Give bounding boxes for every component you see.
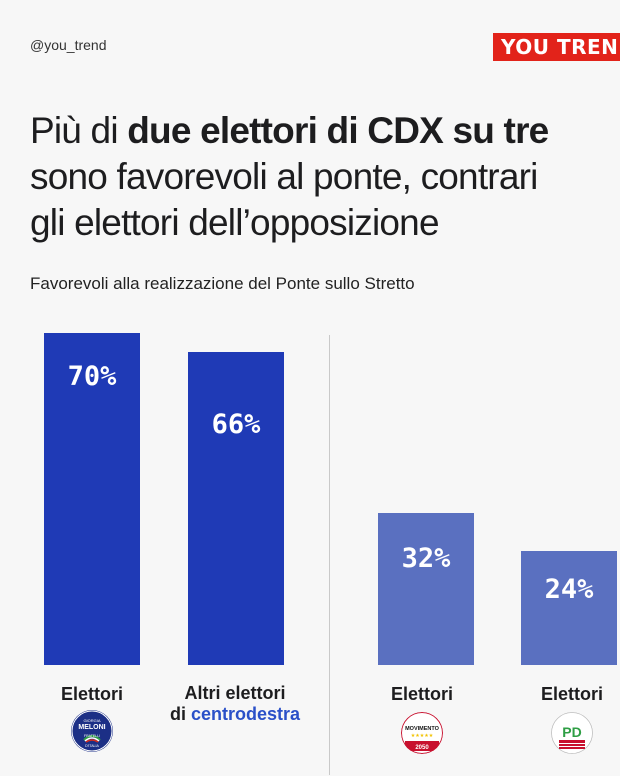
bar-pd: 24% (521, 551, 617, 665)
m5s-logo-line2: 2050 (415, 745, 429, 751)
divider (329, 335, 330, 775)
title-line2: sono favorevoli al ponte, contrari (30, 156, 538, 197)
category-line1: Altri elettori (184, 683, 286, 703)
pd-logo: PD (551, 712, 593, 754)
youtrend-logo: YOU TREND (493, 33, 620, 61)
fdi-logo-line3: FRATELLI (84, 734, 100, 738)
chart-subtitle: Favorevoli alla realizzazione del Ponte … (30, 274, 415, 293)
fdi-logo-line1: GIORGIA (83, 718, 100, 723)
title-part1: Più di (30, 110, 128, 151)
category-label-m5s: Elettori (390, 684, 453, 704)
bar-value-label: 24% (544, 574, 594, 606)
chart-title: Più di due elettori di CDX su tre sono f… (30, 108, 610, 246)
title-line3: gli elettori dell’opposizione (30, 202, 440, 243)
title-bold: due elettori di CDX su tre (127, 110, 549, 151)
fdi-logo-line2: MELONI (78, 724, 105, 731)
pd-logo-line1: PD (562, 724, 581, 740)
bar-value-label: 70% (67, 361, 117, 392)
m5s-logo-line1: MOVIMENTO (405, 726, 440, 732)
m5s-logo: MOVIMENTO ★★★★★ 2050 (401, 712, 443, 754)
bar-fdi: 70% (44, 333, 140, 665)
bar-altri-cdx: 66% (188, 351, 284, 665)
category-prefix: di (169, 704, 191, 724)
bar-value-label: 66% (211, 408, 261, 440)
category-highlight: centrodestra (190, 704, 301, 724)
bar-value-label: 32% (401, 543, 451, 575)
fdi-logo: GIORGIA MELONI FRATELLI D'ITALIA (71, 710, 113, 752)
category-label-fdi: Elettori (60, 684, 123, 704)
bar-m5s: 32% (378, 513, 474, 665)
fdi-logo-line4: D'ITALIA (85, 744, 99, 748)
svg-text:★★★★★: ★★★★★ (411, 733, 434, 739)
handle: @you_trend (30, 37, 107, 53)
category-label-altri-cdx: Altri elettori di centrodestra (155, 683, 315, 725)
category-label-pd: Elettori (540, 684, 603, 704)
